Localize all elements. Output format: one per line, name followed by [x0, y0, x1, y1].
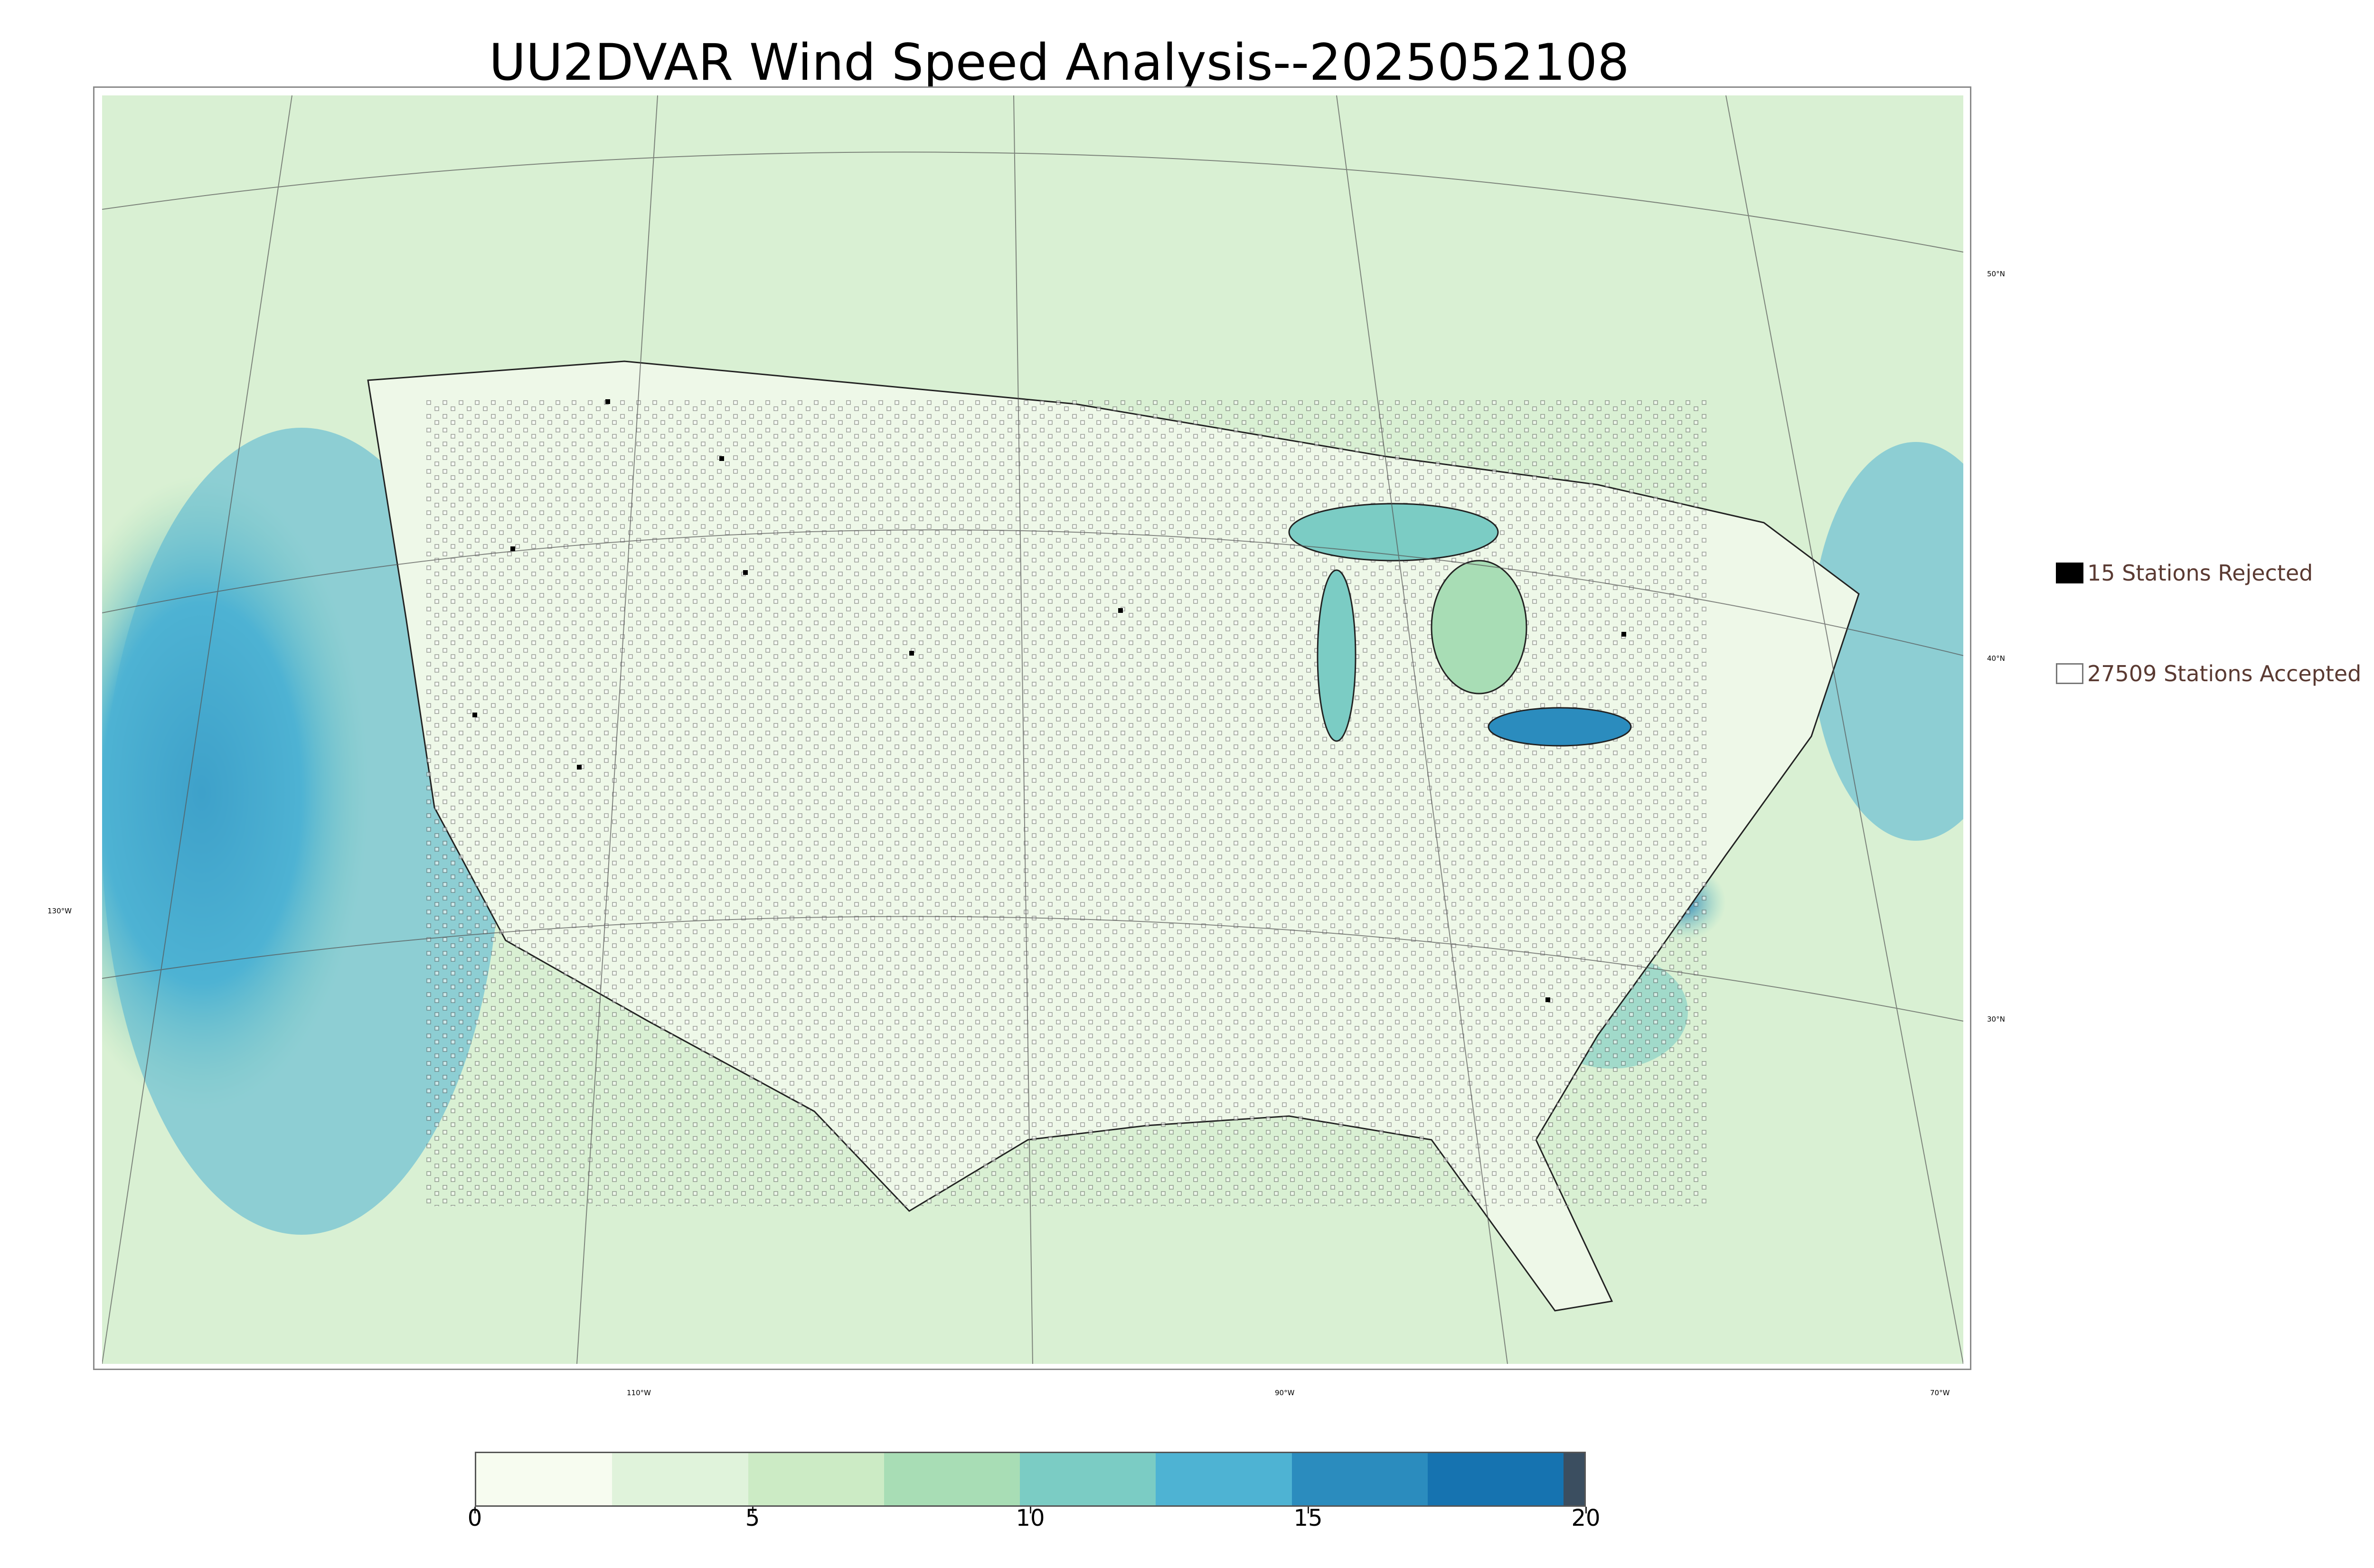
colorbar-tick-label: 20: [1571, 1505, 1601, 1531]
colorbar-tick: [752, 1507, 754, 1513]
colorbar-segment: [1020, 1453, 1156, 1505]
colorbar-segment: [1427, 1453, 1564, 1505]
lon-label-70w: 70°W: [1930, 1389, 1950, 1397]
legend-accepted: 27509 Stations Accepted: [2056, 661, 2361, 686]
legend-rejected: 15 Stations Rejected: [2056, 560, 2313, 586]
colorbar-tick-label: 0: [467, 1505, 482, 1531]
wind-speed-map[interactable]: [102, 95, 1963, 1364]
colorbar-tick-label: 15: [1293, 1505, 1323, 1531]
legend-rejected-label: 15 Stations Rejected: [2087, 560, 2313, 586]
lat-label-40n: 40°N: [1987, 654, 2005, 663]
colorbar-tick: [474, 1507, 476, 1513]
graticule: [102, 95, 1963, 1364]
colorbar-segment: [612, 1453, 748, 1505]
rejected-stations: [472, 399, 1626, 1002]
lat-label-50n: 50°N: [1987, 270, 2005, 278]
colorbar-segment: [1156, 1453, 1292, 1505]
lake-huron: [1431, 560, 1527, 695]
legend-accepted-label: 27509 Stations Accepted: [2087, 661, 2362, 686]
legend-accepted-swatch: [2056, 663, 2083, 684]
colorbar-tick-label: 5: [745, 1505, 760, 1531]
lon-label-90w: 90°W: [1275, 1389, 1295, 1397]
lon-label-110w: 110°W: [627, 1389, 651, 1397]
lake-superior: [1288, 503, 1499, 562]
colorbar-segment: [748, 1453, 884, 1505]
colorbar-segment: [1564, 1453, 1584, 1505]
legend-rejected-swatch: [2056, 563, 2083, 583]
colorbar: [475, 1452, 1586, 1507]
colorbar-tick: [1308, 1507, 1309, 1513]
stations-layer: [425, 399, 1707, 1206]
map-title: UU2DVAR Wind Speed Analysis--2025052108: [489, 33, 1630, 92]
colorbar-tick: [1030, 1507, 1031, 1513]
lake-erie: [1488, 707, 1632, 747]
colorbar-segment: [476, 1453, 612, 1505]
colorbar-segment: [1291, 1453, 1428, 1505]
lake-michigan: [1317, 569, 1357, 742]
colorbar-segment: [884, 1453, 1020, 1505]
lon-label-130w: 130°W: [47, 907, 72, 915]
map-frame[interactable]: [93, 86, 1971, 1370]
colorbar-tick-label: 10: [1016, 1505, 1045, 1531]
colorbar-tick: [1585, 1507, 1587, 1513]
lat-label-30n: 30°N: [1987, 1015, 2005, 1023]
